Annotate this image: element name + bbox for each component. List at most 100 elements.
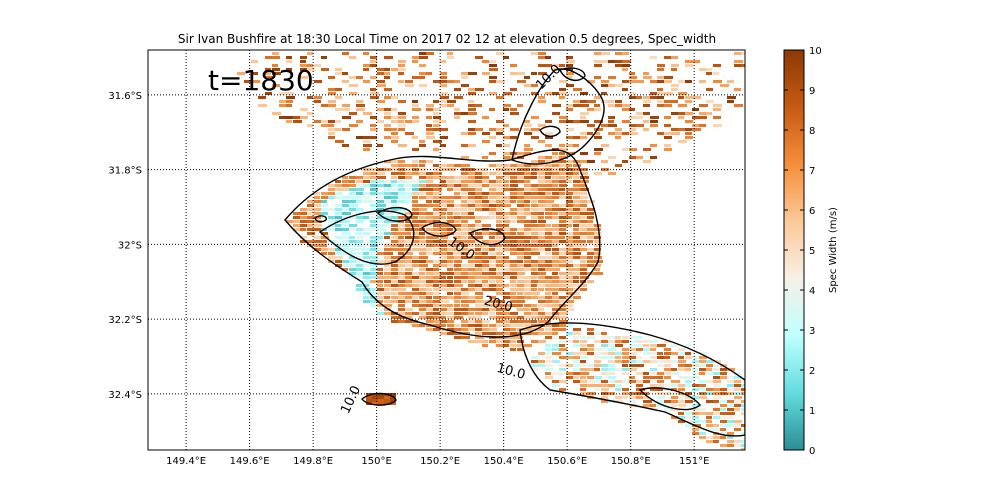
data-cell-524: [405, 180, 414, 183]
data-cell-891: [461, 84, 469, 87]
data-cell-638: [419, 272, 425, 275]
data-cell-2287: [713, 364, 720, 367]
data-cell-753: [440, 92, 448, 95]
data-cell-1353: [524, 236, 532, 239]
contour-line-5: [511, 68, 605, 165]
data-cell-1787: [580, 188, 589, 191]
data-cell-661: [426, 172, 434, 175]
data-cell-1063: [482, 276, 490, 279]
data-cell-1575: [552, 260, 559, 263]
data-cell-1351: [524, 228, 531, 231]
data-cell-962: [468, 228, 475, 231]
data-cell-1824: [580, 384, 589, 387]
data-cell-1140: [496, 192, 504, 195]
data-cell-1891: [594, 340, 602, 343]
data-cell-322: [370, 264, 378, 267]
data-cell-1661: [566, 56, 573, 59]
data-cell-2021: [629, 368, 637, 371]
data-cell-496: [398, 244, 404, 247]
y-tick-label-0: 31.6°S: [108, 91, 142, 102]
data-cell-1317: [517, 308, 525, 311]
data-cell-1703: [566, 280, 574, 283]
data-cell-214: [349, 256, 355, 259]
data-cell-1244: [510, 200, 516, 203]
data-cell-982: [468, 316, 475, 319]
data-cell-549: [405, 292, 412, 295]
data-cell-235: [356, 216, 363, 219]
data-cell-468: [398, 80, 404, 83]
data-cell-642: [419, 288, 426, 291]
data-cell-1363: [524, 280, 531, 283]
data-cell-2203: [685, 368, 691, 371]
data-cell-598: [412, 300, 421, 303]
data-cells: [237, 52, 745, 450]
data-cell-226: [356, 176, 364, 179]
data-cell-986: [468, 340, 475, 343]
data-cell-307: [370, 200, 378, 203]
data-cell-2223: [692, 368, 698, 371]
data-cell-1717: [566, 372, 573, 375]
data-cell-2011: [629, 148, 637, 151]
data-cell-1130: [496, 128, 504, 131]
data-cell-682: [426, 268, 434, 271]
data-cell-939: [468, 92, 476, 95]
data-cell-831: [447, 284, 454, 287]
data-cell-402: [384, 252, 393, 255]
data-cell-1072: [482, 324, 488, 327]
data-cell-1512: [545, 240, 554, 243]
data-cell-784: [440, 272, 448, 275]
data-cell-351: [377, 216, 385, 219]
data-cell-325: [370, 276, 379, 279]
data-cell-1414: [531, 288, 537, 291]
data-cell-282: [363, 276, 371, 279]
data-cell-750: [440, 76, 447, 79]
data-cell-60: [307, 124, 313, 127]
data-cell-403: [384, 256, 392, 259]
data-cell-1934: [608, 120, 614, 123]
data-cell-957: [468, 204, 476, 207]
data-cell-1175: [496, 340, 504, 343]
data-cell-1825: [580, 388, 586, 391]
data-cell-1551: [552, 156, 559, 159]
data-cell-1757: [573, 292, 580, 295]
x-tick-label-2: 149.8°E: [293, 456, 333, 467]
data-cell-2299: [713, 416, 721, 419]
data-cell-1306: [517, 264, 524, 267]
data-cell-1220: [503, 324, 511, 327]
data-cell-269: [363, 212, 370, 215]
data-cell-2236: [692, 432, 699, 435]
data-cell-2082: [650, 356, 659, 359]
data-cell-1995: [622, 368, 629, 371]
data-cell-2051: [643, 104, 650, 107]
data-cell-771: [440, 216, 446, 219]
data-cell-1858: [587, 376, 595, 379]
data-cell-111: [328, 88, 335, 91]
colorbar-tick-label-1: 1: [809, 406, 815, 417]
data-cell-1906: [601, 92, 607, 95]
data-cell-536: [405, 236, 413, 239]
data-cell-2083: [650, 360, 658, 363]
data-cell-1367: [524, 296, 531, 299]
data-cell-821: [447, 244, 455, 247]
data-cell-810: [447, 196, 455, 199]
data-cell-19: [279, 92, 287, 95]
data-cell-1272: [510, 328, 516, 331]
data-cell-1172: [496, 324, 504, 327]
data-cell-1163: [496, 284, 504, 287]
data-cell-779: [440, 248, 449, 251]
data-cell-2033: [636, 156, 643, 159]
data-cell-1615: [559, 172, 567, 175]
data-cell-1846: [587, 260, 595, 263]
data-cell-2325: [727, 100, 734, 103]
data-cell-1305: [517, 260, 523, 263]
plot-frame: [147, 49, 746, 451]
data-cell-2192: [685, 96, 693, 99]
data-cell-571: [412, 184, 419, 187]
data-cell-556: [412, 56, 420, 59]
data-cell-2118: [664, 80, 672, 83]
data-cell-1322: [517, 332, 526, 335]
data-cell-2038: [636, 356, 642, 359]
data-cell-665: [426, 188, 435, 191]
data-cell-2266: [706, 368, 712, 371]
data-cell-2110: [657, 384, 666, 387]
